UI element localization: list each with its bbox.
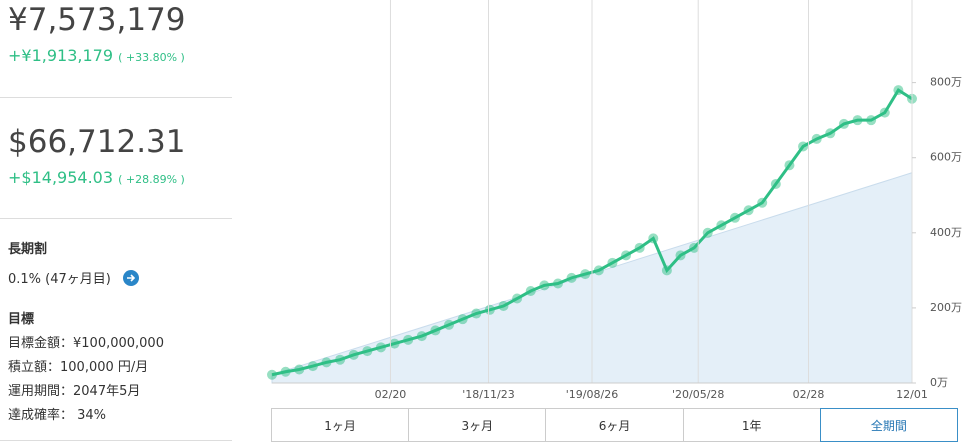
goal-line: 運用期間：2047年5月 [8, 384, 141, 399]
point [348, 349, 359, 360]
point [593, 265, 604, 276]
goal-line: 目標金額：¥100,000,000 [8, 336, 164, 351]
point [539, 280, 550, 291]
y-tick-label: 200万 [930, 301, 962, 314]
point [375, 342, 386, 353]
x-tick-label: '20/05/28 [672, 388, 724, 401]
point [430, 325, 441, 336]
y-tick-label: 0万 [930, 376, 948, 389]
jpy-value: ¥7,573,179 [8, 2, 186, 38]
point [702, 227, 713, 238]
x-tick-label: 02/28 [793, 388, 825, 401]
point [484, 304, 495, 315]
arrow-icon[interactable] [123, 270, 139, 286]
point [743, 205, 754, 216]
y-tick-label: 600万 [930, 151, 962, 164]
gain: +¥1,913,179 [8, 46, 114, 65]
range-button[interactable]: 3ヶ月 [408, 408, 547, 442]
point [621, 250, 632, 261]
point [689, 242, 700, 253]
point [825, 128, 836, 139]
point [866, 115, 877, 126]
point [879, 107, 890, 118]
discount-title: 長期割 [8, 242, 48, 257]
point [444, 319, 455, 330]
x-tick-label: '18/11/23 [462, 388, 514, 401]
point [335, 354, 346, 365]
chart: 02/20 '18/11/23 '19/08/26 '20/05/28 02/28 12/… [267, 0, 962, 401]
goal-title: 目標 [8, 312, 35, 327]
point [389, 338, 400, 349]
point [729, 212, 740, 223]
point [798, 141, 809, 152]
point [267, 369, 277, 380]
x-tick-label: 12/01 [896, 388, 928, 401]
range-button[interactable]: 6ヶ月 [545, 408, 684, 442]
pct: ( +33.80% ) [118, 51, 185, 64]
point [525, 286, 536, 297]
point [607, 257, 618, 268]
point [634, 242, 645, 253]
point [321, 357, 332, 368]
range-button[interactable]: 1年 [682, 408, 821, 442]
point [566, 272, 577, 283]
point [648, 233, 659, 244]
point [675, 250, 686, 261]
x-tick-label: '19/08/26 [566, 388, 618, 401]
point [498, 301, 509, 312]
divider [0, 97, 232, 98]
x-tick-label: 02/20 [375, 388, 407, 401]
point [512, 293, 523, 304]
discount-text: 0.1% (47ヶ月目) [8, 268, 139, 287]
point [661, 265, 672, 276]
point [770, 178, 781, 189]
divider [0, 218, 232, 219]
y-tick-label: 800万 [930, 76, 962, 89]
point [580, 269, 591, 280]
point [403, 334, 414, 345]
gain: +$14,954.03 [8, 168, 114, 187]
point [852, 115, 863, 126]
point [280, 366, 291, 377]
point [362, 346, 373, 357]
point [811, 133, 822, 144]
range-button[interactable]: 全期間 [819, 408, 959, 442]
point [294, 364, 305, 375]
point [784, 160, 795, 171]
jpy-gain: +¥1,913,179 ( +33.80% ) [8, 46, 185, 65]
point [471, 308, 482, 319]
divider [0, 440, 232, 441]
goal-line: 積立額：100,000 円/月 [8, 360, 149, 375]
point [552, 278, 563, 289]
usd-value: $66,712.31 [8, 124, 186, 160]
point [307, 361, 318, 372]
goal-line: 達成確率： 34% [8, 408, 107, 423]
y-tick-label: 400万 [930, 226, 962, 239]
pct: ( +28.89% ) [118, 173, 185, 186]
point [893, 85, 904, 96]
discount-value: 0.1% (47ヶ月目) [8, 272, 111, 287]
point [416, 331, 427, 342]
point [716, 220, 727, 231]
point [757, 197, 768, 208]
point [457, 314, 468, 325]
usd-gain: +$14,954.03 ( +28.89% ) [8, 168, 185, 187]
point [838, 118, 849, 129]
range-buttons: 1ヶ月 3ヶ月 6ヶ月 1年 全期間 [271, 408, 959, 442]
range-button[interactable]: 1ヶ月 [271, 408, 410, 442]
